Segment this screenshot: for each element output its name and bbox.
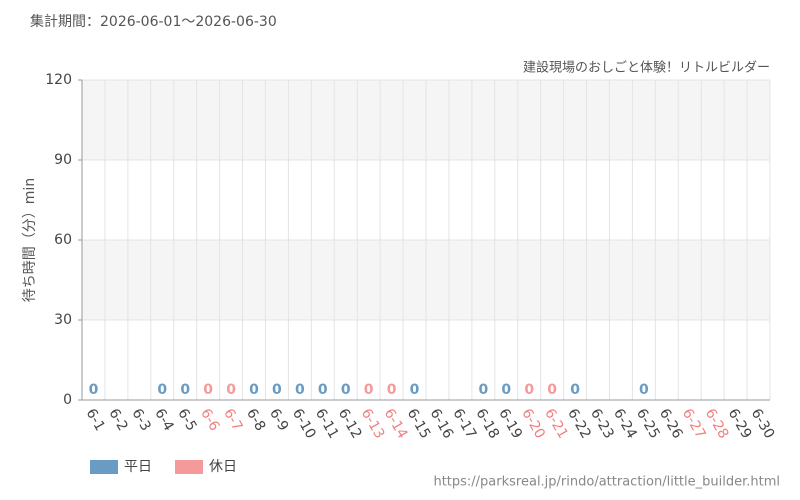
- x-tick-label: 6-8: [243, 406, 268, 434]
- data-label: 0: [524, 382, 534, 398]
- x-tick-label: 6-15: [404, 406, 434, 442]
- data-label: 0: [639, 382, 649, 398]
- data-label: 0: [387, 382, 397, 398]
- x-tick-label: 6-5: [174, 406, 199, 434]
- chart-title: 集計期間：2026-06-01～2026-06-30: [30, 13, 277, 30]
- x-tick-label: 6-29: [725, 406, 755, 442]
- y-tick-label: 30: [54, 312, 72, 328]
- x-tick-label: 6-20: [518, 406, 548, 442]
- data-label: 0: [295, 382, 305, 398]
- data-label: 0: [226, 382, 236, 398]
- data-label: 0: [157, 382, 167, 398]
- data-label: 0: [364, 382, 374, 398]
- x-tick-label: 6-23: [587, 406, 617, 442]
- y-tick-label: 90: [54, 152, 72, 168]
- data-label: 0: [180, 382, 190, 398]
- data-label: 0: [272, 382, 282, 398]
- y-axis-label: 待ち時間（分）min: [22, 178, 38, 302]
- data-label: 0: [501, 382, 511, 398]
- x-tick-label: 6-7: [220, 406, 245, 434]
- x-tick-label: 6-10: [289, 406, 319, 442]
- x-tick-label: 6-25: [633, 406, 663, 442]
- x-tick-label: 6-17: [449, 406, 479, 442]
- data-label: 0: [318, 382, 328, 398]
- data-label: 0: [570, 382, 580, 398]
- data-label: 0: [89, 382, 99, 398]
- x-tick-label: 6-3: [128, 406, 153, 434]
- legend-label: 休日: [209, 459, 237, 475]
- source-url: https://parksreal.jp/rindo/attraction/li…: [433, 475, 780, 490]
- data-label: 0: [341, 382, 351, 398]
- chart-subtitle: 建設現場のおしごと体験！リトルビルダー: [523, 60, 770, 76]
- x-tick-label: 6-22: [564, 406, 594, 442]
- x-tick-label: 6-4: [151, 406, 176, 434]
- legend-swatch: [90, 460, 118, 474]
- x-tick-label: 6-1: [83, 406, 108, 434]
- x-tick-label: 6-18: [472, 406, 502, 442]
- x-tick-label: 6-11: [312, 406, 342, 442]
- x-tick-label: 6-24: [610, 406, 640, 442]
- data-label: 0: [478, 382, 488, 398]
- x-tick-label: 6-16: [427, 406, 457, 442]
- x-tick-label: 6-14: [381, 406, 411, 442]
- x-tick-label: 6-19: [495, 406, 525, 442]
- x-tick-label: 6-13: [358, 406, 388, 442]
- x-tick-label: 6-12: [335, 406, 365, 442]
- x-tick-label: 6-21: [541, 406, 571, 442]
- y-tick-label: 0: [63, 392, 72, 408]
- data-label: 0: [410, 382, 420, 398]
- x-tick-label: 6-2: [105, 406, 130, 434]
- x-tick-label: 6-28: [702, 406, 732, 442]
- data-label: 0: [547, 382, 557, 398]
- x-tick-label: 6-9: [266, 406, 291, 434]
- data-label: 0: [249, 382, 259, 398]
- x-tick-label: 6-27: [679, 406, 709, 442]
- data-label: 0: [203, 382, 213, 398]
- legend-swatch: [175, 460, 203, 474]
- y-tick-label: 60: [54, 232, 72, 248]
- y-tick-label: 120: [45, 72, 72, 88]
- x-tick-label: 6-6: [197, 406, 222, 434]
- x-tick-label: 6-26: [656, 406, 686, 442]
- x-tick-label: 6-30: [748, 406, 778, 442]
- legend-label: 平日: [124, 459, 152, 475]
